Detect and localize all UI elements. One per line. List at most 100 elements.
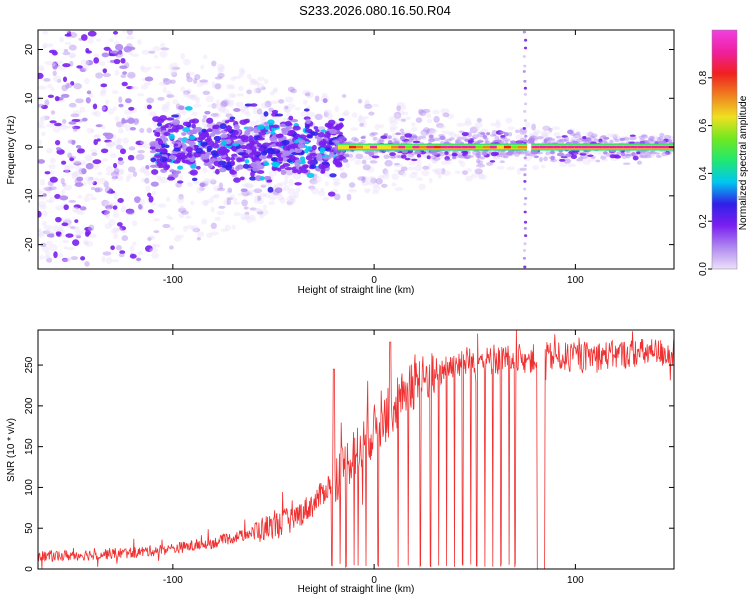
heatmap-cell [283,106,291,113]
heatmap-cell [159,156,168,163]
heatmap-cell [665,151,672,156]
heatmap-cell [246,214,256,219]
heatmap-cell [667,139,673,143]
heatmap-cell [513,151,521,157]
heatmap-cell [233,76,241,80]
heatmap-cell [107,141,115,148]
heatmap-xtick-label: -100 [163,275,183,286]
heatmap-cell [323,109,332,114]
heatmap-cell [278,99,285,104]
heatmap-cell [114,115,120,123]
heatmap-cell [145,185,151,192]
heatmap-cell [191,225,199,232]
heatmap-cell [84,154,93,162]
heatmap-cell [54,95,60,102]
heatmap-cell [646,151,655,159]
heatmap-cell [287,187,296,195]
heatmap-cell [103,210,111,218]
heatmap-cell [80,34,88,41]
heatmap-cell [213,193,220,198]
snr-ytick-label: 100 [24,479,35,496]
heatmap-cell [230,156,235,161]
heatmap-cell [224,128,233,132]
heatmap-cell [137,149,145,154]
heatmap-cell [264,125,270,131]
heatmap-cell [561,135,568,138]
heatmap-cell [47,43,54,48]
heatmap-cell [219,123,227,130]
heatmap-cell [71,173,78,180]
heatmap-cell [80,256,86,261]
heatmap-cell [67,256,72,262]
heatmap-cell [329,173,337,178]
heatmap-cell [532,165,540,171]
heatmap-cell [170,79,176,84]
heatmap-cell [72,160,81,164]
heatmap-cell [477,160,484,165]
heatmap-cell [572,133,582,139]
heatmap-cell [311,144,317,151]
heatmap-cell [186,153,193,158]
snr-ytick-label: 0 [24,566,35,572]
heatmap-cell [75,98,84,104]
heatmap-cell [38,188,42,195]
heatmap-cell [304,148,309,154]
heatmap-cell [392,137,397,141]
heatmap-cell [551,126,561,131]
heatmap-cell [508,132,513,137]
heatmap-cell [257,195,262,201]
heatmap-cell [638,154,644,158]
heatmap-cell [477,155,485,161]
heatmap-cell [144,76,154,82]
heatmap-cell [152,243,161,248]
heatmap-cell [256,211,264,215]
heatmap-cell [100,106,106,111]
heatmap-cell [121,205,127,213]
heatmap-cell [91,111,98,116]
carrier-line-segment [391,145,399,149]
heatmap-cell [449,137,455,141]
heatmap-cell [85,50,92,54]
heatmap-cell [286,200,292,207]
colorbar: 0.0 0.2 0.4 0.6 0.8 Normalized spectral ampl… [698,29,749,276]
heatmap-cell [260,192,267,197]
heatmap-cell [368,176,376,181]
heatmap-cell [531,123,536,131]
heatmap-cell [166,94,175,98]
heatmap-cell [437,125,447,129]
heatmap-cell [212,112,222,119]
heatmap-cell [172,171,179,178]
heatmap-cell [522,150,528,155]
heatmap-cell [54,139,61,146]
carrier-line-segment [440,145,448,149]
heatmap-cell [375,177,383,185]
heatmap-cell [56,149,65,155]
heatmap-cell [196,231,205,237]
heatmap-cell [183,90,191,95]
heatmap-cell [464,120,473,127]
heatmap-cell [563,158,571,164]
heatmap-cell [411,122,416,127]
heatmap-cell [51,60,56,67]
heatmap-cell [143,82,151,86]
heatmap-cell [659,132,665,138]
heatmap-cell [149,247,158,253]
heatmap-cell [378,124,384,129]
heatmap-cell [249,176,257,181]
heatmap-cell [533,155,540,159]
heatmap-cell [63,246,68,250]
heatmap-cell [52,225,59,232]
heatmap-cell [50,110,56,115]
heatmap-cell [39,255,44,261]
heatmap-cell [212,84,220,89]
heatmap-cell [45,187,52,194]
heatmap-cell [95,38,102,42]
heatmap-cell [246,89,252,95]
heatmap-cell [284,105,289,110]
heatmap-cell [243,216,251,220]
heatmap-cell [74,219,79,223]
heatmap-cell [323,171,331,177]
heatmap-cell [299,134,307,139]
heatmap-cell [536,151,544,155]
heatmap-cell [127,73,135,78]
